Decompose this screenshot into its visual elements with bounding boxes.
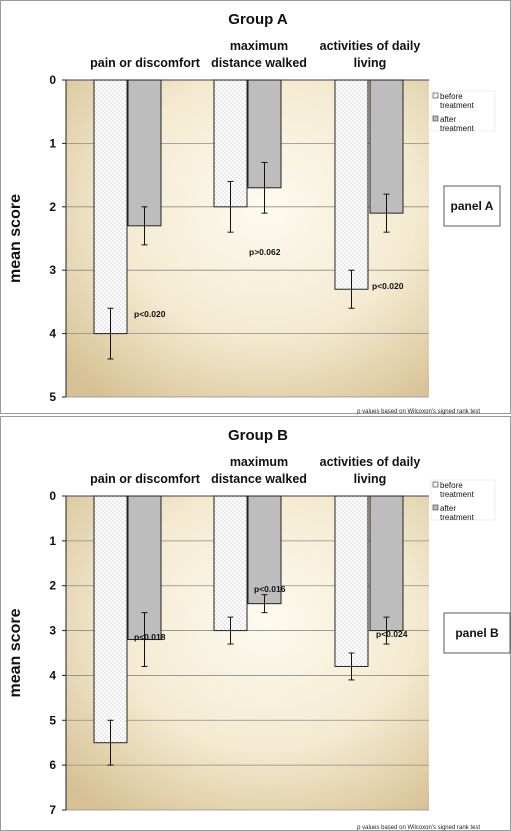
y-tick-label: 3 <box>49 624 56 638</box>
y-tick-label: 0 <box>49 73 56 87</box>
legend-label: treatment <box>440 124 475 133</box>
chart-title: Group B <box>228 427 288 444</box>
legend-label: before <box>440 481 463 490</box>
panel-label-box <box>443 185 501 227</box>
y-tick-label: 1 <box>49 534 56 548</box>
bar-before-treatment <box>93 79 128 335</box>
p-value-annotation: p<0.020 <box>134 309 166 319</box>
bar-before-treatment <box>334 79 369 290</box>
footnote: p values based on Wilcoxon's signed rank… <box>357 825 480 831</box>
panel-label: panel B <box>455 626 499 640</box>
bar-after-treatment <box>369 495 404 632</box>
legend-swatch <box>432 504 439 511</box>
bar-before-treatment <box>213 495 248 632</box>
y-tick-label: 5 <box>49 390 56 404</box>
y-tick-label: 7 <box>49 803 56 817</box>
y-tick-label: 2 <box>49 579 56 593</box>
p-value-annotation: p<0.018 <box>134 632 166 642</box>
category-label: distance walked <box>211 472 307 486</box>
panel-label-box <box>443 612 511 654</box>
bar-before-treatment <box>334 495 369 667</box>
panel-label: panel A <box>451 199 494 213</box>
y-tick-label: 3 <box>49 263 56 277</box>
y-tick-label: 6 <box>49 758 56 772</box>
legend-box <box>430 90 496 132</box>
y-tick-label: 4 <box>49 668 56 682</box>
chart-title: Group A <box>228 11 288 28</box>
legend-box <box>430 479 496 521</box>
y-tick-label: 0 <box>49 489 56 503</box>
y-tick-label: 4 <box>49 327 56 341</box>
category-label: pain or discomfort <box>90 472 201 486</box>
legend-label: after <box>440 115 456 124</box>
p-value-annotation: p>0.062 <box>249 247 281 257</box>
y-tick-label: 5 <box>49 713 56 727</box>
category-label: living <box>354 56 387 70</box>
legend-label: after <box>440 504 456 513</box>
chart-panel-1: 0 1 2 3 4 5 Group A mean score pain or discomfor… <box>0 0 511 415</box>
bar-before-treatment <box>93 495 128 744</box>
category-label: distance walked <box>211 56 307 70</box>
legend-label: treatment <box>440 513 475 522</box>
legend-label: treatment <box>440 490 475 499</box>
footnote: p values based on Wilcoxon's signed rank… <box>357 409 480 415</box>
y-axis-label: mean score <box>7 194 24 283</box>
category-label: activities of daily <box>320 455 421 469</box>
y-axis-label: mean score <box>7 608 24 697</box>
bar-after-treatment <box>127 79 162 227</box>
category-label: activities of daily <box>320 39 421 53</box>
legend-label: before <box>440 92 463 101</box>
p-value-annotation: p<0.016 <box>254 584 286 594</box>
legend-swatch <box>432 92 439 99</box>
category-label: living <box>354 472 387 486</box>
p-value-annotation: p<0.024 <box>376 629 408 639</box>
legend-swatch <box>432 115 439 122</box>
bar-after-treatment <box>369 79 404 214</box>
y-tick-label: 1 <box>49 136 56 150</box>
category-label: maximum <box>230 39 288 53</box>
legend-label: treatment <box>440 101 475 110</box>
legend-swatch <box>432 481 439 488</box>
category-label: pain or discomfort <box>90 56 201 70</box>
category-label: maximum <box>230 455 288 469</box>
y-tick-label: 2 <box>49 200 56 214</box>
chart-panel-2: 0 1 2 3 4 5 6 7 Group B mean score pain or discomf… <box>0 416 511 831</box>
p-value-annotation: p<0.020 <box>372 281 404 291</box>
